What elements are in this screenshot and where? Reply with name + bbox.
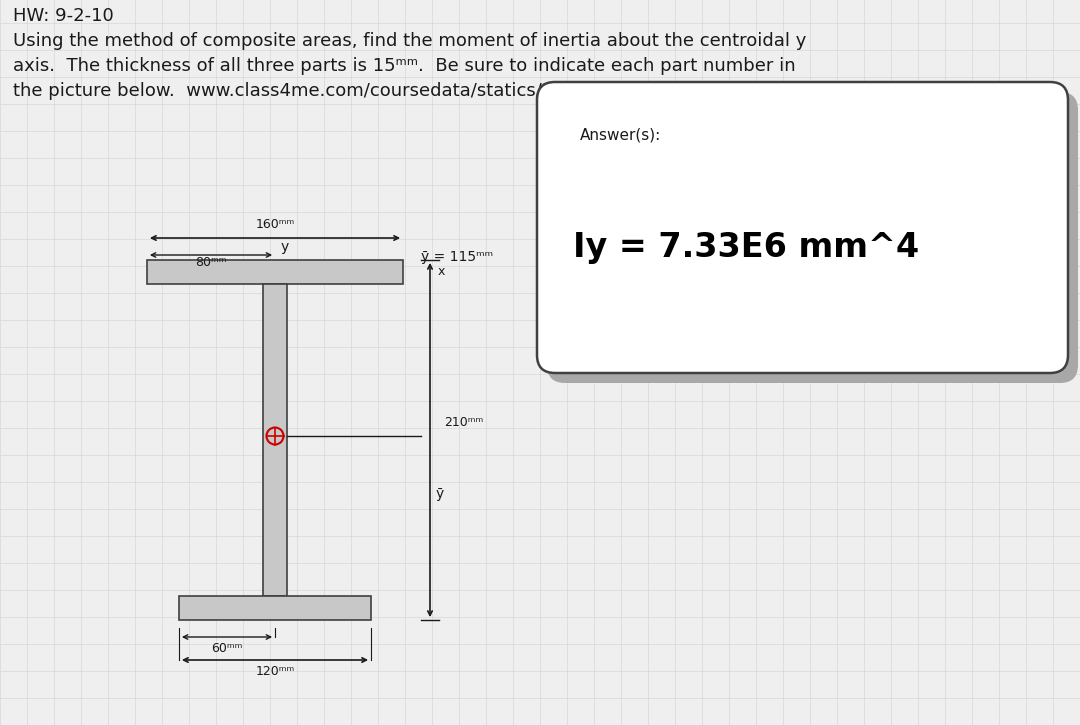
Text: 160ᵐᵐ: 160ᵐᵐ xyxy=(255,218,295,231)
Text: Using the method of composite areas, find the moment of inertia about the centro: Using the method of composite areas, fin… xyxy=(13,32,807,50)
FancyBboxPatch shape xyxy=(537,82,1068,373)
Text: 120ᵐᵐ: 120ᵐᵐ xyxy=(255,665,295,678)
Text: axis.  The thickness of all three parts is 15ᵐᵐ.  Be sure to indicate each part : axis. The thickness of all three parts i… xyxy=(13,57,796,75)
Text: HW: 9-2-10: HW: 9-2-10 xyxy=(13,7,113,25)
Text: ȳ: ȳ xyxy=(436,487,444,501)
Text: 210ᵐᵐ: 210ᵐᵐ xyxy=(444,415,483,428)
Text: 80ᵐᵐ: 80ᵐᵐ xyxy=(195,255,227,268)
Text: Answer(s):: Answer(s): xyxy=(580,128,661,143)
Text: y: y xyxy=(281,241,289,254)
Bar xyxy=(264,284,287,596)
FancyBboxPatch shape xyxy=(546,92,1078,383)
Text: the picture below.  www.class4me.com/coursedata/statics/Formulas.pdf: the picture below. www.class4me.com/cour… xyxy=(13,82,659,100)
Bar xyxy=(147,260,403,284)
Bar xyxy=(179,596,372,620)
Text: Iy = 7.33E6 mm^4: Iy = 7.33E6 mm^4 xyxy=(573,231,919,265)
Text: x: x xyxy=(438,265,445,278)
Text: 60ᵐᵐ: 60ᵐᵐ xyxy=(212,642,243,655)
Text: ȳ = 115ᵐᵐ: ȳ = 115ᵐᵐ xyxy=(421,250,494,264)
